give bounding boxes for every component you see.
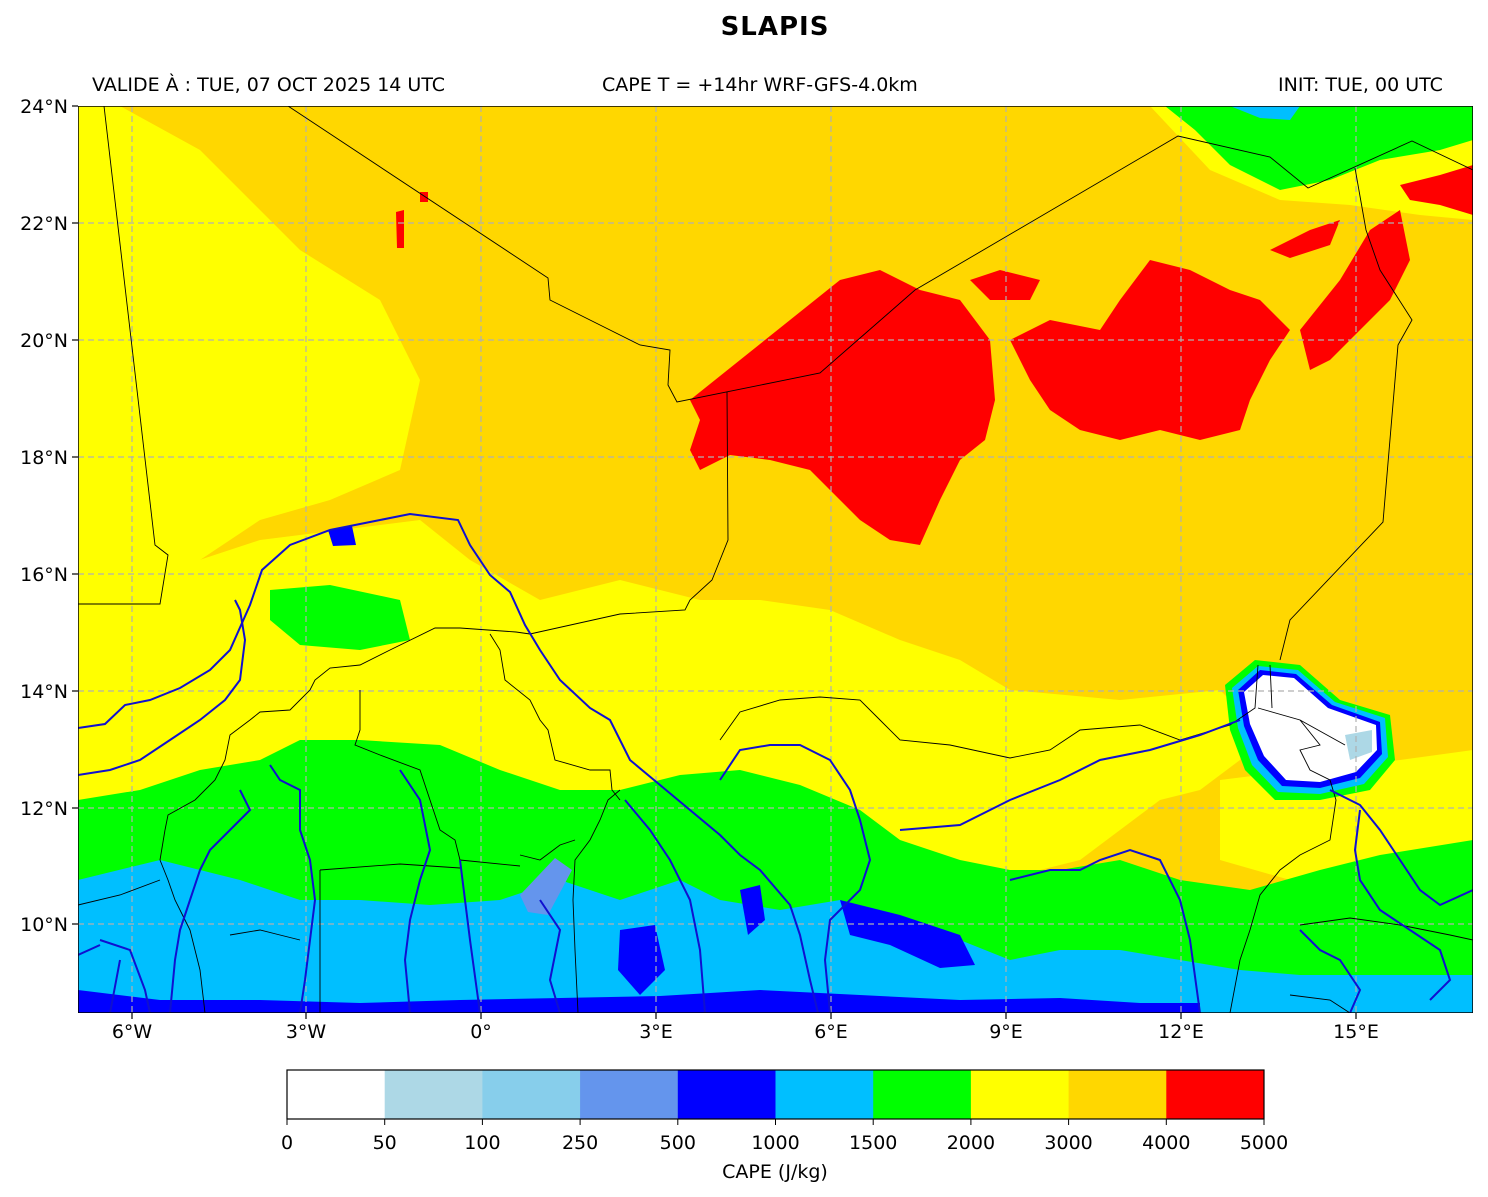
colorbar-ticks: 0 50 100 250 500 1000 1500 2000 3000 4000 5000 bbox=[281, 1119, 1288, 1154]
valid-time-label: VALIDE À : TUE, 07 OCT 2025 14 UTC bbox=[92, 74, 446, 96]
colorbar-swatch bbox=[970, 1070, 1070, 1119]
cape-field-500-1000-south bbox=[78, 990, 1200, 1013]
cape-field-250-500-patch bbox=[520, 858, 572, 915]
colorbar-tick-label: 250 bbox=[562, 1132, 598, 1154]
colorbar-swatches bbox=[287, 1070, 1265, 1119]
colorbar-swatch bbox=[677, 1070, 776, 1119]
colorbar-tick-label: 500 bbox=[660, 1132, 696, 1154]
cape-field-1000-1500-northeast bbox=[1230, 106, 1300, 120]
cape-field-500-1000-patch-b bbox=[618, 925, 665, 995]
colorbar: 0 50 100 250 500 1000 1500 2000 3000 4000 5000 CAP… bbox=[281, 1069, 1288, 1183]
product-label: CAPE T = +14hr WRF-GFS-4.0km bbox=[602, 74, 918, 96]
cape-field-2000-3000-west bbox=[78, 106, 420, 620]
cape-field-4000-5000-central bbox=[690, 270, 995, 545]
colorbar-tick-label: 5000 bbox=[1240, 1132, 1288, 1154]
lon-label: 3°E bbox=[639, 1021, 673, 1043]
map-area bbox=[78, 106, 1473, 1013]
lat-label: 18°N bbox=[20, 447, 68, 469]
colorbar-tick-label: 50 bbox=[373, 1132, 397, 1154]
colorbar-swatch bbox=[1166, 1070, 1265, 1119]
page-title: SLAPIS bbox=[720, 12, 830, 42]
cape-field-500-1000-west bbox=[328, 526, 356, 546]
cape-field-4000-5000-far-northeast bbox=[1400, 165, 1473, 215]
lon-label: 0° bbox=[470, 1021, 492, 1043]
cape-field-0-50-lake-chad bbox=[1244, 675, 1377, 782]
lon-label: 15°E bbox=[1333, 1021, 1379, 1043]
cape-field-1500-2000-west bbox=[270, 585, 410, 650]
lat-label: 16°N bbox=[20, 564, 68, 586]
rivers bbox=[78, 512, 1473, 1013]
cape-field-500-1000-patch-a bbox=[840, 900, 975, 968]
colorbar-swatch bbox=[1068, 1070, 1167, 1119]
lat-labels: 24°N 22°N 20°N 18°N 16°N 14°N 12°N 10°N bbox=[20, 96, 68, 936]
lon-label: 6°E bbox=[814, 1021, 848, 1043]
lat-label: 14°N bbox=[20, 681, 68, 703]
lon-label: 3°W bbox=[286, 1021, 327, 1043]
colorbar-swatch bbox=[482, 1070, 581, 1119]
colorbar-tick-label: 2000 bbox=[947, 1132, 995, 1154]
cape-field-1000-1500-south bbox=[78, 860, 1473, 1013]
lon-label: 12°E bbox=[1158, 1021, 1204, 1043]
lat-label: 12°N bbox=[20, 798, 68, 820]
cape-field-4000-5000-northeast bbox=[1300, 210, 1410, 370]
lat-label: 22°N bbox=[20, 213, 68, 235]
lat-label: 20°N bbox=[20, 330, 68, 352]
lon-labels: 6°W 3°W 0° 3°E 6°E 9°E 12°E 15°E bbox=[112, 1021, 1379, 1043]
colorbar-tick-label: 0 bbox=[281, 1132, 293, 1154]
lon-label: 6°W bbox=[112, 1021, 153, 1043]
cape-field-4000-5000-east bbox=[1010, 260, 1290, 440]
cape-field-500-1000-patch-c bbox=[740, 885, 765, 935]
colorbar-label: CAPE (J/kg) bbox=[722, 1161, 828, 1183]
tick-marks bbox=[72, 105, 1357, 1019]
cape-field-50-100-lake-chad bbox=[1345, 730, 1372, 760]
colorbar-tick-label: 3000 bbox=[1044, 1132, 1092, 1154]
colorbar-tick-label: 1500 bbox=[849, 1132, 897, 1154]
lat-label: 24°N bbox=[20, 96, 68, 118]
cape-field-1500-2000-northeast bbox=[1165, 106, 1473, 190]
colorbar-swatch bbox=[580, 1070, 679, 1119]
graticule bbox=[78, 106, 1473, 1013]
lat-label: 10°N bbox=[20, 914, 68, 936]
colorbar-tick-label: 4000 bbox=[1142, 1132, 1190, 1154]
colorbar-swatch bbox=[873, 1070, 972, 1119]
lon-label: 9°E bbox=[989, 1021, 1023, 1043]
init-time-label: INIT: TUE, 00 UTC bbox=[1278, 74, 1443, 96]
colorbar-tick-label: 1000 bbox=[751, 1132, 799, 1154]
colorbar-tick-label: 100 bbox=[464, 1132, 500, 1154]
colorbar-swatch bbox=[287, 1070, 386, 1119]
colorbar-swatch bbox=[775, 1070, 874, 1119]
colorbar-swatch bbox=[384, 1070, 483, 1119]
